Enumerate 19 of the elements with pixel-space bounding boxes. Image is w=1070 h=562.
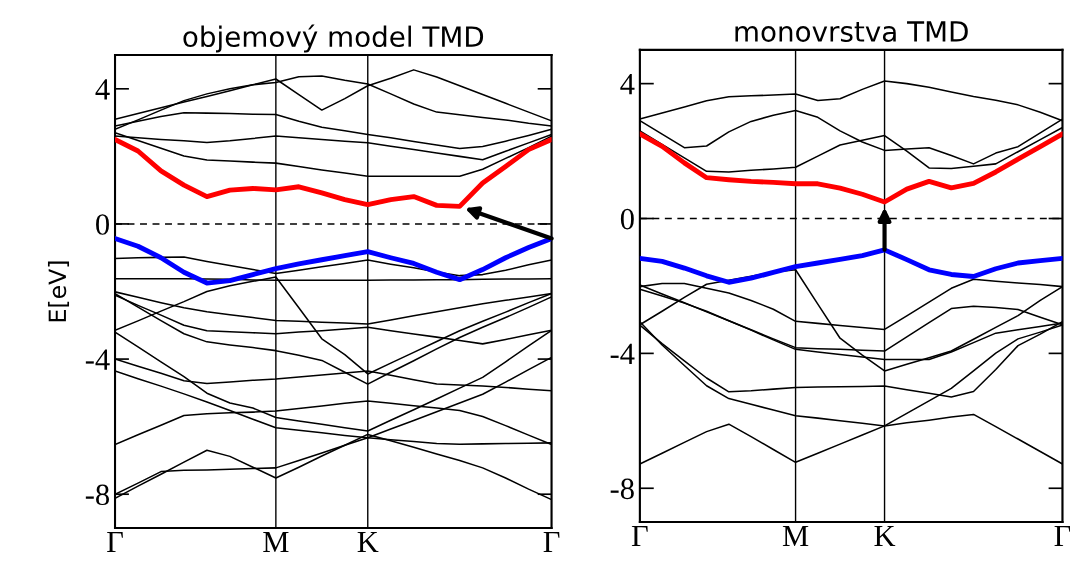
x-tick-label: Γ: [543, 531, 560, 552]
chart-title: monovrstva TMD: [735, 21, 968, 42]
y-tick-label: 0: [620, 208, 634, 230]
y-tick-label: -8: [610, 478, 634, 500]
x-tick-label: K: [357, 531, 379, 552]
y-tick-label: 0: [96, 214, 109, 235]
y-tick-label: 4: [95, 79, 110, 100]
y-axis-title: E[eV]: [47, 261, 70, 322]
x-tick-label: Γ: [1054, 525, 1070, 546]
chart-title: objemový model TMD: [183, 24, 484, 53]
x-tick-label: M: [782, 525, 809, 546]
x-tick-label: Γ: [107, 531, 123, 552]
x-tick-label: Γ: [631, 525, 648, 546]
x-tick-label: K: [874, 525, 896, 546]
y-tick-label: -4: [610, 343, 635, 364]
x-tick-label: M: [263, 531, 289, 552]
y-tick-label: -4: [85, 349, 110, 370]
y-tick-label: 4: [620, 74, 635, 95]
y-tick-label: -8: [85, 484, 109, 506]
